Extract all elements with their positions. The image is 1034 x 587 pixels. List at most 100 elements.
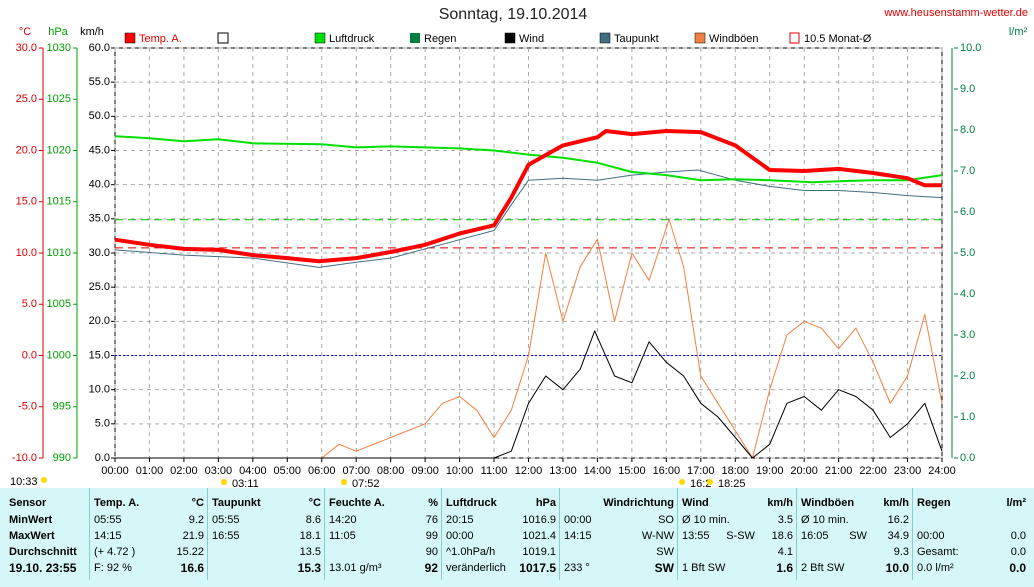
y-tick-label: 6.0 [960,206,975,218]
table-cell: (+ 4.72 ) 15.22 [90,544,208,560]
cell-text: Sensor [9,497,47,509]
cell-text: 92 [424,561,438,575]
marker-dot [341,479,347,485]
table-cell: 14:15 21.9 [90,528,208,544]
x-tick-label: 00:00 [101,465,129,477]
table-cell [913,512,1030,528]
legend-swatch [217,32,229,44]
cell-text: 15.3 [297,561,321,575]
cell-text: 34.9 [887,530,909,542]
cell-text: SO [658,514,674,526]
y-tick-label: 20.0 [89,315,110,327]
cell-text: 14:15 [564,530,592,542]
cell-text: 16:55 [212,530,240,542]
table-cell: 13:55 S-SW 18.6 [678,528,797,544]
cell-text: MinWert [9,514,53,526]
x-tick-label: 05:00 [274,465,302,477]
cell-text: Luftdruck [446,497,497,509]
x-tick-label: 02:00 [170,465,198,477]
cell-text: 1021.4 [522,530,556,542]
cell-text: 233 ° [564,562,590,574]
cell-text: Gesamt: [917,546,959,558]
y-tick-label: 0.0 [95,452,110,464]
cell-text: Windrichtung [603,497,674,509]
x-tick-label: 07:00 [342,465,370,477]
cell-text: (+ 4.72 ) [94,546,136,558]
table-cell: 13.5 [208,544,325,560]
column-separator [677,488,678,580]
y-tick-label: 30.0 [16,42,37,54]
cell-text: 0.0 l/m² [917,562,954,574]
cell-text: 0.0 [1010,546,1026,558]
y-tick-label: 25.0 [16,93,37,105]
cell-text: 1 Bft SW [682,562,726,574]
cell-text: 00:00 [564,514,592,526]
table-cell: Sensor [5,495,90,511]
table-cell: Luftdruck hPa [442,495,560,511]
table-cell: Taupunkt °C [208,495,325,511]
x-tick-label: 17:00 [687,465,715,477]
cell-text: km/h [767,497,793,509]
cell-text: Feuchte A. [329,497,385,509]
table-cell: 15.3 [208,560,325,576]
cell-text: °C [308,497,321,509]
cell-text: 15.22 [176,546,204,558]
time-annotation: 18:25 [718,478,746,488]
legend-swatch [314,32,326,44]
x-tick-label: 19:00 [756,465,784,477]
unit-pressure: hPa [48,26,68,38]
y-tick-label: 0.0 [960,452,975,464]
table-cell: 16:05 SW 34.9 [797,528,913,544]
x-tick-label: 13:00 [549,465,577,477]
cell-text: l/m² [1006,497,1026,509]
cell-text: % [428,497,438,509]
x-tick-label: 04:00 [239,465,267,477]
x-tick-label: 12:00 [515,465,543,477]
cell-text: 1019.1 [522,546,556,558]
table-cell: Feuchte A.% [325,495,442,511]
table-cell: 90 [325,544,442,560]
x-tick-label: 01:00 [136,465,164,477]
x-tick-label: 14:00 [584,465,612,477]
cell-text: hPa [535,497,556,509]
table-cell: ^1.0hPa/h 1019.1 [442,544,560,560]
cell-text: 10.0 [885,561,909,575]
time-annotation: 07:52 [352,478,380,488]
table-cell: 16:55 18.1 [208,528,325,544]
table-cell: Wind km/h [678,495,797,511]
legend-label: 10.5 Monat-Ø [804,33,872,45]
time-annotation: 10:33 [10,476,38,488]
x-tick-label: 10:00 [446,465,474,477]
column-separator [912,488,913,580]
cell-text: 1017.5 [519,561,556,575]
table-cell: 9.3 [797,544,913,560]
cell-text: 8.6 [305,514,321,526]
x-tick-label: 06:00 [308,465,336,477]
y-tick-label: 1010 [47,247,71,259]
y-tick-label: 990 [53,452,71,464]
y-tick-label: 1005 [47,298,71,310]
cell-text: MaxWert [9,530,55,542]
series-line [114,169,943,268]
legend-label: Wind [519,33,544,45]
site-link[interactable]: www.heusenstamm-wetter.de [883,7,1028,19]
marker-dot [41,477,47,483]
legend-label: Windböen [709,33,759,45]
legend-swatch [694,32,706,44]
y-tick-label: 1030 [47,42,71,54]
cell-text: 18.1 [299,530,321,542]
table-cell: Ø 10 min. 16.2 [797,512,913,528]
cell-text: 90 [425,546,438,558]
cell-text: Ø 10 min. [801,514,849,526]
cell-text: 11:05 [329,530,356,542]
table-cell: 4.1 [678,544,797,560]
y-tick-label: 1.0 [960,411,975,423]
series-line [115,219,943,459]
table-cell: 11:05 99 [325,528,442,544]
table-cell: 05:55 8.6 [208,512,325,528]
y-tick-label: 0.0 [22,349,37,361]
legend-swatch [599,32,611,44]
table-cell: Regen l/m² [913,495,1030,511]
x-tick-label: 08:00 [377,465,405,477]
cell-text: SW [654,561,674,575]
